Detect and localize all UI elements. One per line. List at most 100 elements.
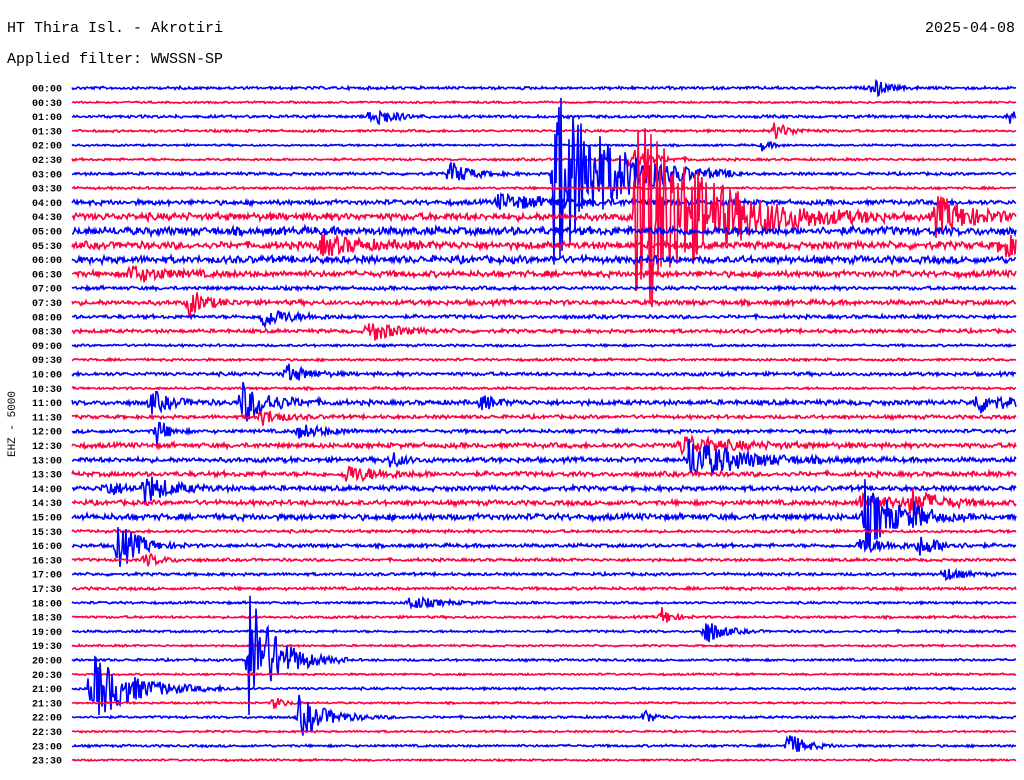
trace-time-label: 21:30 bbox=[32, 699, 62, 710]
seismic-trace bbox=[71, 607, 1017, 623]
seismic-trace bbox=[71, 584, 1017, 593]
seismic-trace bbox=[71, 381, 1017, 422]
trace-time-label: 04:30 bbox=[32, 213, 62, 224]
seismic-trace bbox=[71, 527, 1017, 535]
trace-time-label: 01:30 bbox=[32, 127, 62, 138]
seismic-trace bbox=[71, 99, 1017, 105]
trace-time-label: 18:00 bbox=[32, 599, 62, 610]
seismic-trace bbox=[71, 128, 1017, 308]
seismic-trace bbox=[71, 265, 1017, 283]
seismic-trace bbox=[71, 438, 1017, 478]
trace-time-label: 21:00 bbox=[32, 685, 62, 696]
seismic-trace bbox=[71, 192, 1017, 210]
trace-time-label: 17:30 bbox=[32, 585, 62, 596]
trace-time-label: 05:30 bbox=[32, 242, 62, 253]
seismic-trace bbox=[71, 252, 1017, 267]
seismic-trace bbox=[71, 698, 1017, 710]
trace-time-label: 20:00 bbox=[32, 657, 62, 668]
trace-time-label: 04:00 bbox=[32, 199, 62, 210]
trace-time-label: 19:30 bbox=[32, 642, 62, 653]
trace-time-label: 19:00 bbox=[32, 628, 62, 639]
trace-time-label: 22:00 bbox=[32, 714, 62, 725]
trace-time-label: 16:30 bbox=[32, 556, 62, 567]
seismic-trace bbox=[71, 552, 1017, 567]
seismic-trace bbox=[71, 356, 1017, 363]
trace-time-label: 07:00 bbox=[32, 285, 62, 296]
trace-time-label: 10:00 bbox=[32, 371, 62, 382]
trace-time-label: 00:30 bbox=[32, 99, 62, 110]
trace-time-label: 20:30 bbox=[32, 671, 62, 682]
trace-time-label: 02:00 bbox=[32, 142, 62, 153]
seismic-trace bbox=[71, 421, 1017, 445]
trace-time-label: 03:00 bbox=[32, 170, 62, 181]
trace-time-label: 10:30 bbox=[32, 385, 62, 396]
filter-label: Applied filter: WWSSN-SP bbox=[7, 51, 224, 68]
station-title: HT Thira Isl. - Akrotiri bbox=[7, 20, 224, 37]
seismic-trace bbox=[71, 233, 1017, 258]
date-label: 2025-04-08 bbox=[924, 20, 1015, 37]
seismic-trace bbox=[71, 292, 1017, 318]
trace-time-label: 11:30 bbox=[32, 413, 62, 424]
seismic-trace bbox=[71, 310, 1017, 330]
seismic-trace bbox=[71, 476, 1017, 505]
seismic-trace bbox=[71, 149, 1017, 168]
seismic-trace bbox=[71, 184, 1017, 192]
seismic-trace bbox=[71, 140, 1017, 152]
seismic-trace bbox=[71, 643, 1017, 649]
seismic-trace bbox=[71, 671, 1017, 677]
trace-time-label: 02:30 bbox=[32, 156, 62, 167]
seismic-trace bbox=[71, 623, 1017, 643]
seismic-trace bbox=[71, 342, 1017, 349]
seismic-trace bbox=[71, 728, 1017, 734]
seismic-trace bbox=[71, 465, 1017, 483]
trace-time-label: 15:00 bbox=[32, 514, 62, 525]
seismic-trace bbox=[71, 410, 1017, 426]
seismic-trace bbox=[71, 434, 1017, 456]
trace-time-label: 06:00 bbox=[32, 256, 62, 267]
trace-time-label: 23:00 bbox=[32, 742, 62, 753]
trace-time-label: 12:30 bbox=[32, 442, 62, 453]
seismic-trace bbox=[71, 109, 1017, 126]
trace-time-label: 23:30 bbox=[32, 757, 62, 768]
trace-time-label: 01:00 bbox=[32, 113, 62, 124]
seismic-trace bbox=[71, 363, 1017, 381]
seismic-trace bbox=[71, 283, 1017, 293]
seismic-trace bbox=[71, 595, 1017, 716]
trace-time-label: 08:00 bbox=[32, 313, 62, 324]
seismic-trace bbox=[71, 78, 1017, 98]
seismic-trace bbox=[72, 567, 1017, 582]
trace-time-label: 09:00 bbox=[32, 342, 62, 353]
trace-time-label: 06:30 bbox=[32, 270, 62, 281]
seismic-trace bbox=[71, 694, 1017, 736]
seismic-trace bbox=[71, 122, 1017, 140]
trace-time-label: 11:00 bbox=[32, 399, 62, 410]
seismic-trace bbox=[71, 527, 1017, 567]
seismic-trace bbox=[71, 595, 1017, 610]
seismic-trace bbox=[71, 97, 1017, 265]
trace-time-label: 18:30 bbox=[32, 614, 62, 625]
trace-time-label: 22:30 bbox=[32, 728, 62, 739]
seismic-trace bbox=[71, 757, 1016, 763]
trace-time-label: 13:00 bbox=[32, 456, 62, 467]
trace-time-label: 00:00 bbox=[32, 85, 62, 96]
trace-time-label: 08:30 bbox=[32, 328, 62, 339]
trace-time-label: 07:30 bbox=[32, 299, 62, 310]
seismic-trace bbox=[71, 479, 1017, 551]
seismic-trace bbox=[71, 323, 1017, 341]
trace-time-label: 05:00 bbox=[32, 228, 62, 239]
trace-time-label: 16:00 bbox=[32, 542, 62, 553]
seismic-trace bbox=[71, 223, 1017, 239]
trace-time-label: 17:00 bbox=[32, 571, 62, 582]
trace-time-label: 09:30 bbox=[32, 356, 62, 367]
seismic-trace bbox=[71, 735, 1017, 752]
seismic-trace bbox=[71, 385, 1017, 392]
trace-time-label: 14:30 bbox=[32, 499, 62, 510]
trace-time-label: 03:30 bbox=[32, 185, 62, 196]
seismic-trace bbox=[71, 655, 1017, 716]
trace-time-label: 15:30 bbox=[32, 528, 62, 539]
trace-time-label: 14:00 bbox=[32, 485, 62, 496]
seismic-trace bbox=[71, 488, 1017, 515]
trace-time-label: 13:30 bbox=[32, 471, 62, 482]
trace-time-label: 12:00 bbox=[32, 428, 62, 439]
